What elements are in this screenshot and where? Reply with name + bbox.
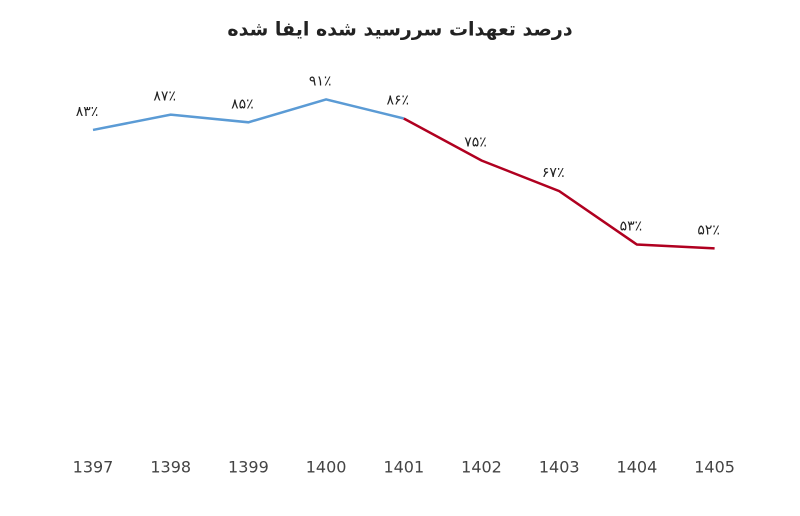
x-tick-label: 1403 [539, 458, 580, 477]
data-label: ۸۶٪ [387, 92, 410, 108]
x-tick-label: 1398 [150, 458, 191, 477]
x-tick-label: 1402 [461, 458, 502, 477]
data-label: ۸۳٪ [76, 104, 99, 120]
data-label: ۶۷٪ [542, 165, 565, 181]
data-label: ۵۲٪ [697, 222, 720, 238]
data-label: ۸۵٪ [231, 96, 254, 112]
data-label: ۷۵٪ [464, 135, 487, 151]
x-tick-label: 1405 [694, 458, 735, 477]
x-tick-label: 1399 [228, 458, 269, 477]
series-line [403, 117, 715, 250]
x-tick-label: 1400 [306, 458, 347, 477]
x-tick-label: 1397 [73, 458, 114, 477]
series-line [92, 98, 405, 132]
chart-title: درصد تعهدات سررسید شده ایفا شده [227, 19, 572, 41]
data-label: ۸۷٪ [153, 89, 176, 105]
x-tick-label: 1404 [617, 458, 658, 477]
data-label: ۹۱٪ [309, 73, 332, 89]
x-tick-label: 1401 [383, 458, 424, 477]
data-label: ۵۳٪ [620, 219, 643, 235]
